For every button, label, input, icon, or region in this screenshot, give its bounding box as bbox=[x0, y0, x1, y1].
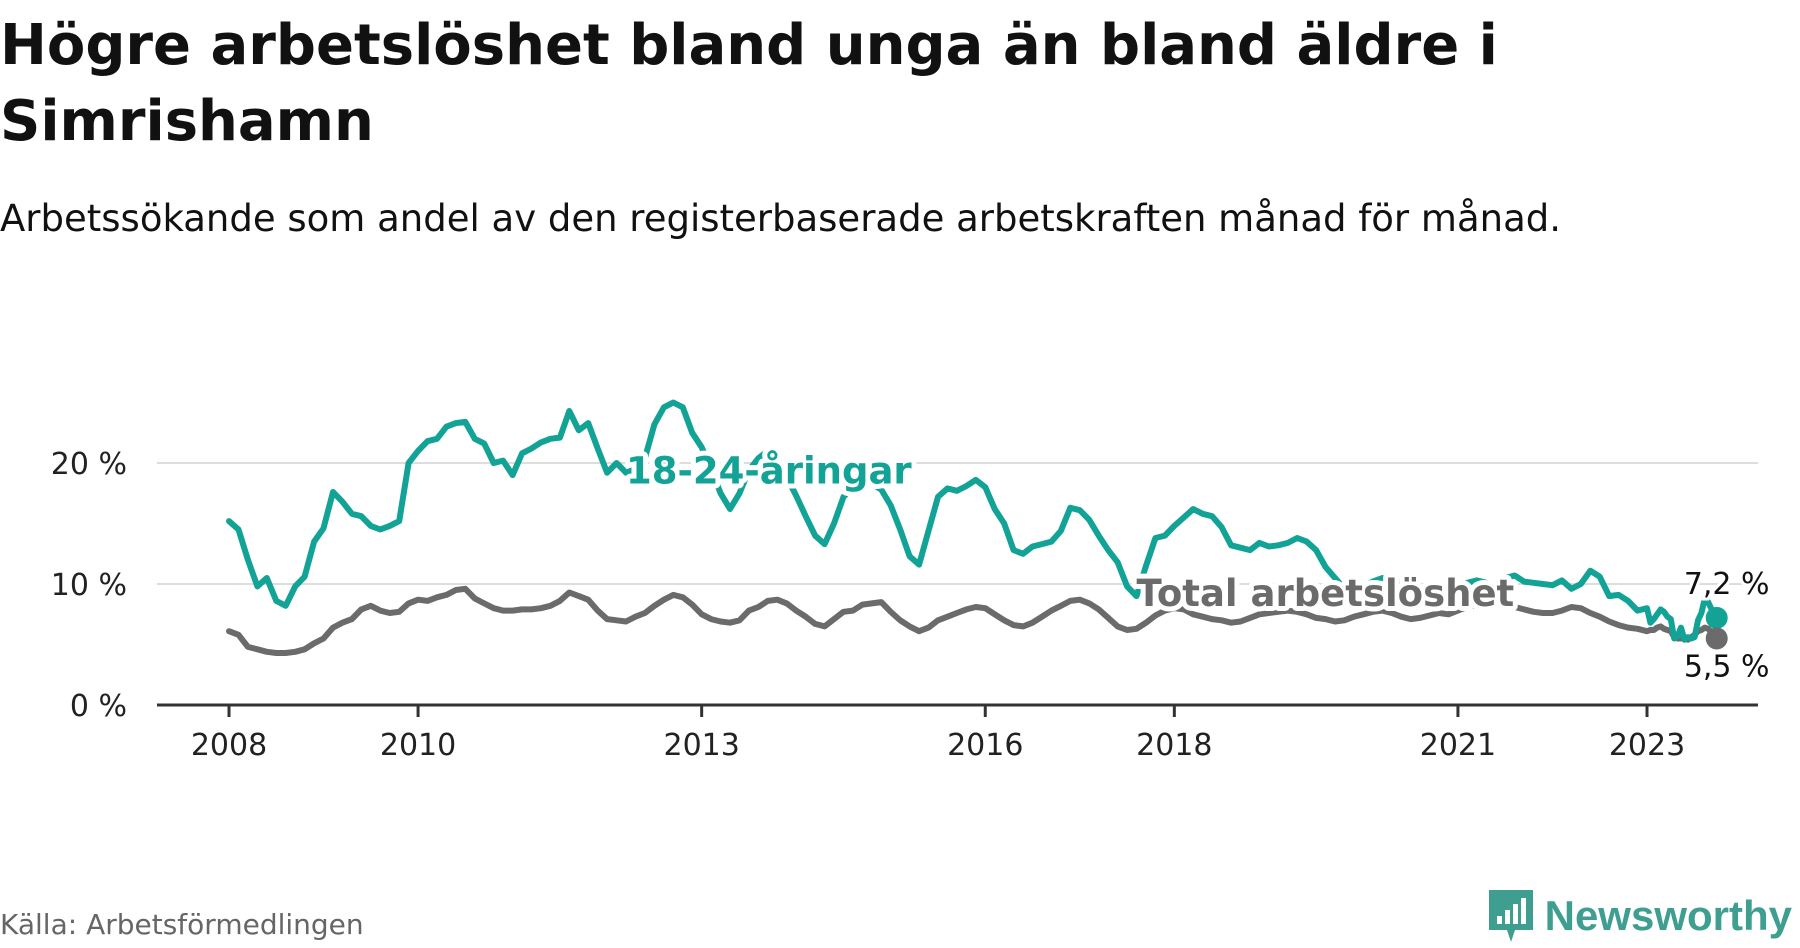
brand-name: Newsworthy bbox=[1544, 892, 1792, 939]
source-note: Källa: Arbetsförmedlingen bbox=[0, 908, 364, 941]
x-tick-label: 2008 bbox=[191, 728, 267, 763]
x-tick-label: 2021 bbox=[1420, 728, 1496, 763]
page-title: Högre arbetslöshet bland unga än bland ä… bbox=[0, 13, 1498, 154]
series-layer: 7,2 % 5,5 % bbox=[226, 399, 1773, 687]
page-subtitle: Arbetssökande som andel av den registerb… bbox=[0, 197, 1561, 240]
y-tick-label: 10 % bbox=[51, 568, 127, 603]
y-tick-label: 20 % bbox=[51, 447, 127, 482]
end-label: 5,5 % bbox=[1684, 649, 1770, 684]
x-axis: 2008 2010 2013 2016 2018 2021 2023 bbox=[157, 703, 1758, 763]
brand-logo: Newsworthy bbox=[1487, 888, 1792, 944]
y-axis: 0 % 10 % 20 % bbox=[51, 447, 127, 724]
x-tick-label: 2016 bbox=[947, 728, 1023, 763]
end-label: 7,2 % bbox=[1684, 567, 1770, 602]
x-tick-label: 2013 bbox=[663, 728, 739, 763]
end-point-total bbox=[1705, 627, 1728, 650]
series-label-youth: 18-24-åringar bbox=[626, 450, 912, 493]
series-line-total bbox=[226, 585, 1720, 656]
y-tick-label: 0 % bbox=[70, 689, 127, 724]
series-label-total: Total arbetslöshet bbox=[1137, 572, 1515, 615]
x-tick-label: 2018 bbox=[1136, 728, 1212, 763]
series-line-youth bbox=[226, 399, 1720, 643]
end-point-youth bbox=[1705, 606, 1728, 629]
bar-chart-icon bbox=[1488, 890, 1533, 942]
line-chart: 0 %10 %20 % 7,2 %5,5 % 2008 2010 2013 2016 2… bbox=[50, 399, 1773, 763]
x-tick-label: 2010 bbox=[380, 728, 456, 763]
annotation-layer: 18-24-åringar Total arbetslöshet bbox=[621, 445, 1519, 620]
x-tick-label: 2023 bbox=[1609, 728, 1685, 763]
